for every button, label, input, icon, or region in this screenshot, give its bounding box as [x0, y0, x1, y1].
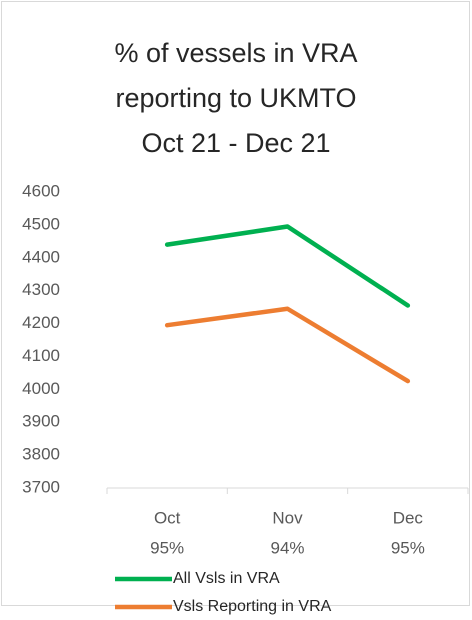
y-tick-label: 4400 — [22, 247, 60, 266]
legend-label: Vsls Reporting in VRA — [173, 598, 332, 615]
x-tick-label: Oct — [154, 508, 181, 527]
x-tick-label: Dec — [393, 508, 424, 527]
y-tick-label: 3900 — [22, 412, 60, 431]
y-tick-label: 4300 — [22, 280, 60, 299]
y-tick-label: 4000 — [22, 379, 60, 398]
y-tick-label: 4200 — [22, 313, 60, 332]
series-line — [164, 306, 411, 384]
y-tick-label: 3800 — [22, 445, 60, 464]
y-tick-label: 4100 — [22, 346, 60, 365]
x-tick-sublabel: 95% — [391, 538, 425, 557]
x-tick-label: Nov — [272, 508, 303, 527]
series-line — [164, 224, 411, 308]
chart-title: reporting to UKMTO — [115, 83, 356, 113]
y-tick-label: 4500 — [22, 214, 60, 233]
y-tick-label: 3700 — [22, 477, 60, 496]
x-tick-sublabel: 95% — [150, 538, 184, 557]
y-tick-label: 4600 — [22, 181, 60, 200]
legend-label: All Vsls in VRA — [173, 570, 280, 587]
chart-title: Oct 21 - Dec 21 — [141, 128, 330, 158]
chart-title: % of vessels in VRA — [114, 38, 357, 68]
chart-border — [1, 1, 470, 606]
x-tick-sublabel: 94% — [270, 538, 304, 557]
